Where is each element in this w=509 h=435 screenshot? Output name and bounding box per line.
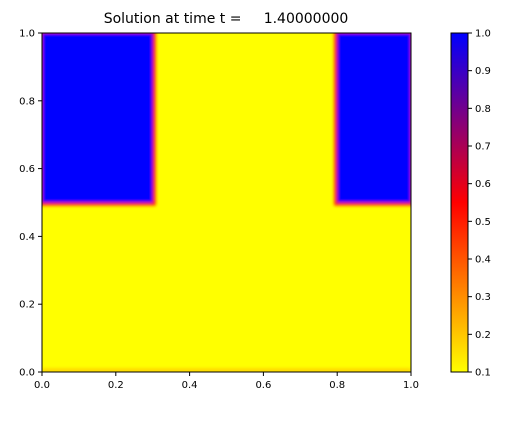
bottom-edge-band (42, 368, 411, 372)
colorbar-tick-label: 0.7 (475, 142, 491, 153)
x-tick-label: 0.6 (255, 380, 271, 391)
colorbar-tick-label: 0.5 (475, 217, 491, 228)
x-tick-label: 0.2 (108, 380, 124, 391)
colorbar-gradient (451, 33, 468, 372)
plot-frame (41, 32, 412, 373)
colorbar-tick-label: 1.0 (475, 29, 491, 40)
x-tick-label: 0.0 (34, 380, 50, 391)
x-tick-label: 1.0 (403, 380, 419, 391)
plot-area: 0.0 0.2 0.4 0.6 0.8 1.0 0.0 0.2 0.4 0.6 0.8 1.0 (19, 29, 419, 392)
y-tick-label: 0.2 (19, 300, 35, 311)
y-tick-label: 0.4 (19, 232, 35, 243)
colorbar-tick-label: 0.4 (475, 255, 491, 266)
y-tick-label: 1.0 (19, 29, 35, 40)
colorbar-tick-label: 0.1 (475, 368, 491, 379)
region-cell (42, 33, 153, 203)
colorbar-tick-label: 0.2 (475, 330, 491, 341)
x-tick-label: 0.8 (329, 380, 345, 391)
y-tick-label: 0.6 (19, 164, 35, 175)
y-tick-label: 0.8 (19, 96, 35, 107)
y-tick-label: 0.0 (19, 368, 35, 379)
colorbar-tick-label: 0.8 (475, 104, 491, 115)
chart-title: Solution at time t = 1.40000000 (104, 11, 349, 27)
colorbar-frame (450, 32, 469, 373)
colorbar-tick-label: 0.9 (475, 66, 491, 77)
region-cell (337, 33, 411, 203)
colorbar-tick-label: 0.3 (475, 292, 491, 303)
colorbar-tick-label: 0.6 (475, 179, 491, 190)
x-tick-label: 0.4 (182, 380, 198, 391)
colorbar: 0.1 0.2 0.3 0.4 0.5 0.6 0.7 0.8 0.9 1.0 (450, 29, 491, 379)
